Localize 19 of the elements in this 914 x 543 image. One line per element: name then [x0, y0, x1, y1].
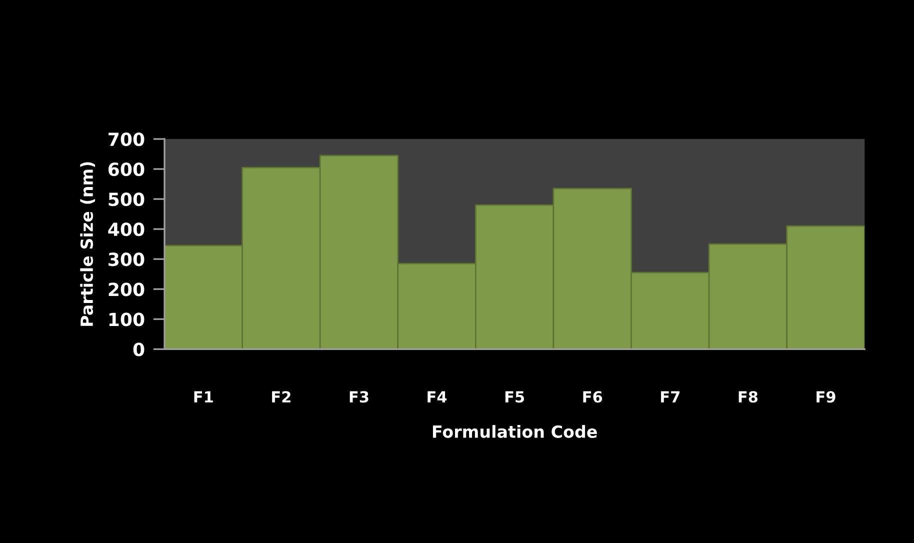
y-tick-label: 500	[108, 192, 144, 206]
x-tick-label: F2	[272, 391, 290, 402]
y-tick-label: 100	[109, 312, 144, 326]
y-tick-label: 0	[133, 342, 144, 356]
y-tick-label: 600	[108, 162, 144, 176]
x-axis-title: Formulation Code	[432, 425, 597, 438]
x-tick-label: F6	[583, 391, 602, 403]
x-tick-label: F1	[194, 391, 213, 402]
x-tick-label: F3	[350, 391, 368, 403]
y-tick-label: 300	[108, 252, 144, 266]
x-tick-label: F7	[661, 391, 680, 402]
y-axis-title: Particle Size (nm)	[80, 162, 96, 326]
y-tick-label: 400	[108, 222, 144, 236]
x-tick-label: F9	[816, 391, 836, 403]
x-tick-label: F8	[738, 391, 758, 403]
y-tick-label: 200	[108, 282, 144, 296]
y-tick-label: 700	[108, 132, 144, 146]
x-tick-label: F5	[505, 391, 524, 403]
x-tick-label: F4	[428, 391, 447, 402]
